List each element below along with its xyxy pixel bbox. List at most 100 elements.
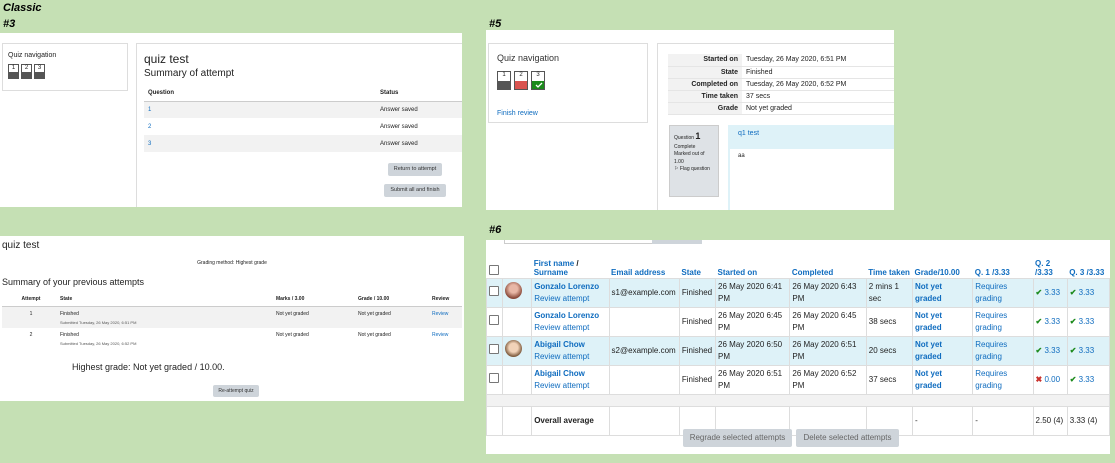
table-row: 1 Answer saved [144,101,462,118]
screenshot-3-label: #3 [3,18,16,30]
previous-attempts-heading: Summary of your previous attempts [2,277,145,287]
reattempt-quiz-button[interactable]: Re-attempt quiz [213,385,259,397]
quiz-nav-button-3[interactable]: 3 [34,64,45,79]
user-name-link[interactable]: Gonzalo Lorenzo [534,282,600,292]
review-attempt-link[interactable]: Review attempt [534,293,590,303]
quiz-navigation-title: Quiz navigation [8,52,57,59]
grades-report-panel: First name / Surname Email address State… [486,240,1110,454]
avatar [505,282,523,300]
previous-attempts-panel: quiz test Grading method: Highest grade … [0,236,464,401]
question-text: q1 test [738,130,760,137]
table-row: Gonzalo Lorenzo Review attempt Finished 2… [486,306,1110,337]
attempt-summary-table: Started on Tuesday, 26 May 2020, 6:51 PM … [668,54,894,115]
sort-q1[interactable]: Q. 1 /3.33 [974,267,1010,277]
quiz-navigation-title: Quiz navigation [497,53,560,63]
q2-mark-link[interactable]: 3.33 [1044,345,1061,355]
col-review: Review [432,292,462,307]
question-content: q1 test aa [728,125,894,210]
delete-selected-button[interactable]: Delete selected attempts [796,429,899,447]
flag-icon: ⚐ [674,166,679,172]
check-icon: ✔ [1035,316,1043,326]
classic-label: Classic [3,2,42,14]
submit-all-and-finish-button[interactable]: Submit all and finish [384,184,446,197]
sort-first-name[interactable]: First name [533,258,575,268]
grade-link[interactable]: Not yet graded [914,369,943,390]
review-link[interactable]: Review [432,310,449,317]
table-row: 1 Finished Submitted Tuesday, 26 May 2020… [2,306,462,328]
review-link[interactable]: Review [432,332,449,338]
return-to-attempt-button[interactable]: Return to attempt [388,163,442,176]
q2-mark-link[interactable]: 3.33 [1044,316,1061,326]
previous-attempts-table: Attempt State Marks / 3.00 Grade / 10.00… [2,292,462,350]
top-input-fragment[interactable] [504,240,654,244]
check-icon: ✔ [1035,287,1043,297]
page-subtitle: Summary of attempt [144,68,235,79]
grade-link[interactable]: Not yet graded [914,282,943,303]
q3-mark-link[interactable]: 3.33 [1078,316,1095,326]
review-main: Started on Tuesday, 26 May 2020, 6:51 PM … [657,43,894,210]
status-cell: Answer saved [376,135,462,152]
q2-mark-link[interactable]: 0.00 [1044,374,1061,384]
question-link[interactable]: 1 [148,106,152,113]
sort-completed[interactable]: Completed [791,267,834,277]
quiz-nav-button-3[interactable]: 3 [531,71,545,90]
sort-email[interactable]: Email address [611,267,666,277]
highest-grade: Highest grade: Not yet graded / 10.00. [72,362,225,372]
question-link[interactable]: 3 [148,140,152,147]
sort-surname[interactable]: Surname [533,267,568,277]
table-row: 2 Finished Submitted Tuesday, 26 May 2020… [29,332,449,346]
quiz-title: quiz test [2,240,40,251]
q3-mark-link[interactable]: 3.33 [1078,374,1095,384]
q3-mark-link[interactable]: 3.33 [1078,345,1095,355]
grading-method: Grading method: Highest grade [197,260,267,266]
col-status: Status [376,85,462,102]
sort-time-taken[interactable]: Time taken [868,267,910,277]
check-icon: ✔ [1035,345,1043,355]
row-checkbox[interactable] [489,343,499,354]
requires-grading-link[interactable]: Requires grading [975,369,1008,390]
quiz-nav-button-1[interactable]: 1 [497,71,511,90]
user-name-link[interactable]: Abigail Chow [534,340,585,350]
table-row: 2 Answer saved [144,118,462,135]
quiz-nav-button-2[interactable]: 2 [514,71,528,90]
grade-link[interactable]: Not yet graded [914,311,943,332]
user-name-link[interactable]: Abigail Chow [534,369,585,379]
sort-grade[interactable]: Grade/10.00 [914,267,960,277]
cross-icon: ✖ [1035,374,1043,384]
table-row: Abigail Chow Review attempt s2@example.co… [486,335,1110,366]
question-link[interactable]: 2 [148,123,152,130]
table-row: 3 Answer saved [144,135,462,152]
col-marks: Marks / 3.00 [276,292,358,307]
col-grade: Grade / 10.00 [358,292,432,307]
check-icon: ✔ [1069,374,1077,384]
q3-mark-link[interactable]: 3.33 [1078,287,1095,297]
sort-state[interactable]: State [681,267,701,277]
row-checkbox[interactable] [489,372,499,383]
review-attempt-link[interactable]: Review attempt [534,351,590,361]
grade-link[interactable]: Not yet graded [914,340,943,361]
summary-table: Question Status 1 Answer saved 2 Answer … [144,85,462,152]
finish-review-link[interactable]: Finish review [497,110,538,117]
q2-mark-link[interactable]: 3.33 [1044,287,1061,297]
quiz-nav-button-2[interactable]: 2 [21,64,32,79]
requires-grading-link[interactable]: Requires grading [975,311,1008,332]
quiz-nav-button-1[interactable]: 1 [8,64,19,79]
sort-started[interactable]: Started on [717,267,758,277]
flag-question[interactable]: ⚐ Flag question [674,166,710,172]
check-icon: ✔ [1069,287,1077,297]
top-button-fragment[interactable] [652,240,702,244]
sort-q3[interactable]: Q. 3 /3.33 [1069,267,1105,277]
review-attempt-link[interactable]: Review attempt [534,322,590,332]
select-all-checkbox[interactable] [488,264,499,275]
screenshot-5-label: #5 [489,18,502,30]
row-checkbox[interactable] [489,285,499,296]
requires-grading-link[interactable]: Requires grading [975,340,1008,361]
review-attempt-link[interactable]: Review attempt [534,380,590,390]
requires-grading-link[interactable]: Requires grading [975,282,1008,303]
user-name-link[interactable]: Gonzalo Lorenzo [534,311,600,321]
sort-q2[interactable]: Q. 2 /3.33 [1035,258,1053,277]
regrade-selected-button[interactable]: Regrade selected attempts [683,429,792,447]
row-checkbox[interactable] [489,314,499,325]
